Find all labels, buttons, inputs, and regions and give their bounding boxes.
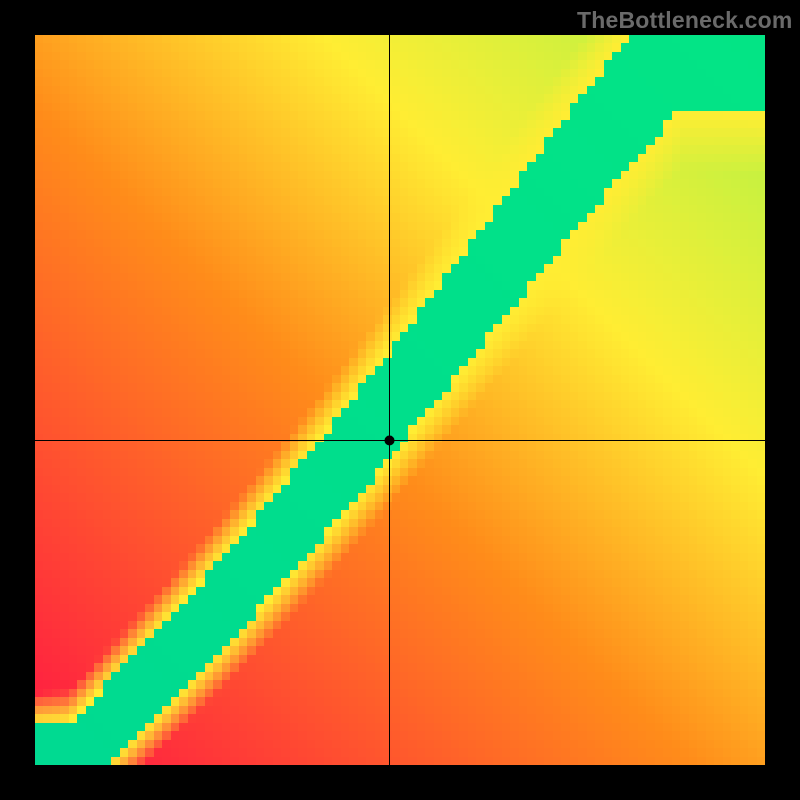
- watermark-text: TheBottleneck.com: [577, 7, 793, 34]
- crosshair-overlay: [35, 35, 765, 765]
